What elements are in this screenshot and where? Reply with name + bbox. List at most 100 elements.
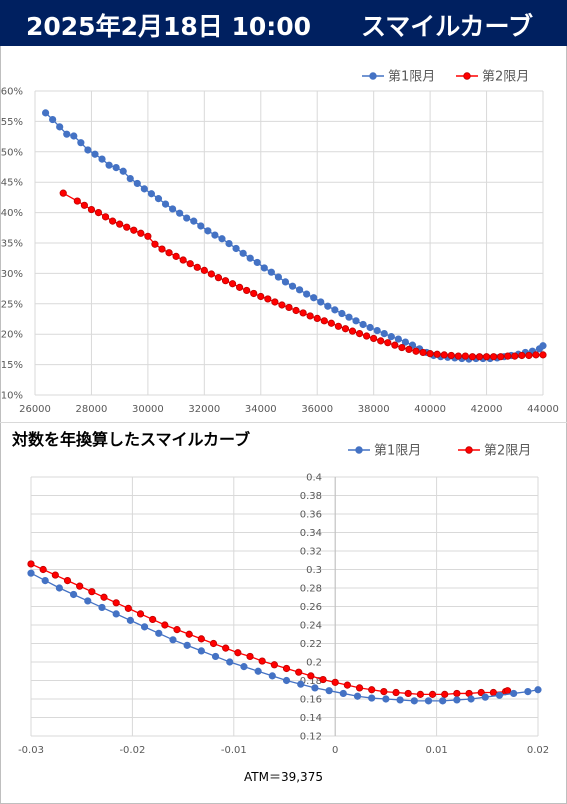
data-point [306, 312, 314, 320]
x-tick-label: 0.01 [425, 745, 447, 756]
data-point [343, 681, 351, 689]
data-point [394, 335, 402, 343]
x-tick-label: 26000 [19, 404, 51, 415]
legend-swatch-marker [369, 72, 377, 80]
data-point [510, 689, 518, 698]
data-point [489, 688, 497, 697]
data-point [468, 353, 477, 361]
data-point [447, 351, 455, 360]
data-point [136, 610, 145, 618]
data-point [250, 289, 258, 298]
y-tick-label: 0.32 [300, 547, 322, 558]
data-point [149, 615, 157, 624]
data-point [270, 661, 278, 669]
data-point [56, 123, 64, 131]
data-point [105, 161, 113, 169]
data-point [424, 697, 433, 705]
data-point [338, 309, 346, 318]
data-point [497, 353, 505, 361]
data-point [428, 690, 437, 698]
y-tick-label: 0.24 [300, 621, 322, 632]
x-tick-label: 0.02 [527, 745, 549, 756]
atm-label: ATM＝39,375 [244, 770, 323, 784]
data-point [404, 689, 412, 698]
data-point [232, 244, 240, 253]
data-point [482, 353, 491, 361]
data-point [257, 292, 265, 301]
data-point [137, 229, 145, 237]
data-point [534, 686, 542, 694]
data-point [380, 687, 388, 696]
data-point [176, 209, 184, 217]
data-point [405, 345, 413, 353]
data-point [168, 205, 177, 213]
data-point [392, 688, 400, 697]
data-point [368, 686, 376, 694]
data-point [454, 352, 462, 360]
data-point [539, 351, 547, 359]
data-point [325, 687, 333, 695]
data-point [268, 672, 276, 680]
y-tick-label: 20% [1, 330, 23, 341]
data-point [334, 322, 342, 330]
data-point [161, 200, 170, 208]
y-tick-label: 0.22 [300, 639, 322, 650]
data-point [228, 280, 237, 288]
data-point [84, 597, 92, 605]
data-point [211, 231, 219, 239]
data-point [320, 317, 328, 325]
data-point [297, 680, 305, 688]
data-point [109, 217, 117, 225]
data-point [140, 623, 149, 631]
data-point [27, 560, 35, 568]
y-tick-label: 10% [1, 391, 23, 402]
data-point [69, 590, 78, 599]
data-point [39, 565, 47, 574]
y-tick-label: 0.16 [300, 695, 322, 706]
series-line [45, 112, 544, 360]
data-point [186, 260, 194, 268]
data-point [311, 684, 319, 692]
header-title: スマイルカーブ [360, 12, 533, 41]
data-point [222, 644, 230, 652]
data-point [525, 351, 533, 360]
data-point [126, 174, 134, 183]
data-point [112, 164, 120, 172]
y-tick-label: 0.26 [300, 602, 322, 613]
data-point [353, 692, 362, 700]
data-point [410, 697, 418, 705]
data-point [433, 350, 441, 358]
data-point [63, 577, 72, 585]
data-point [94, 209, 103, 217]
data-point [539, 342, 547, 350]
data-point [461, 352, 469, 360]
data-point [246, 254, 254, 262]
header-banner: 2025年2月18日 10:00 スマイルカーブ [0, 0, 567, 46]
data-point [453, 696, 461, 704]
data-point [185, 630, 193, 638]
data-point [331, 306, 339, 314]
data-point [207, 270, 215, 278]
data-point [319, 675, 327, 684]
data-point [267, 268, 275, 276]
data-point [426, 350, 434, 358]
x-tick-label: 44000 [527, 404, 559, 415]
y-tick-label: 35% [1, 239, 23, 250]
data-point [264, 295, 272, 303]
data-point [63, 130, 71, 138]
data-point [151, 240, 159, 248]
data-point [396, 696, 404, 704]
data-point [59, 189, 67, 197]
data-point [345, 313, 353, 321]
y-tick-label: 25% [1, 299, 23, 310]
data-point [258, 657, 266, 665]
data-point [169, 636, 177, 644]
data-point [80, 201, 88, 209]
data-point [226, 658, 234, 666]
data-point [41, 577, 49, 585]
data-point [27, 569, 35, 577]
y-tick-label: 0.38 [300, 491, 322, 502]
data-point [112, 599, 120, 607]
data-point [126, 616, 134, 624]
y-tick-label: 45% [1, 178, 23, 189]
